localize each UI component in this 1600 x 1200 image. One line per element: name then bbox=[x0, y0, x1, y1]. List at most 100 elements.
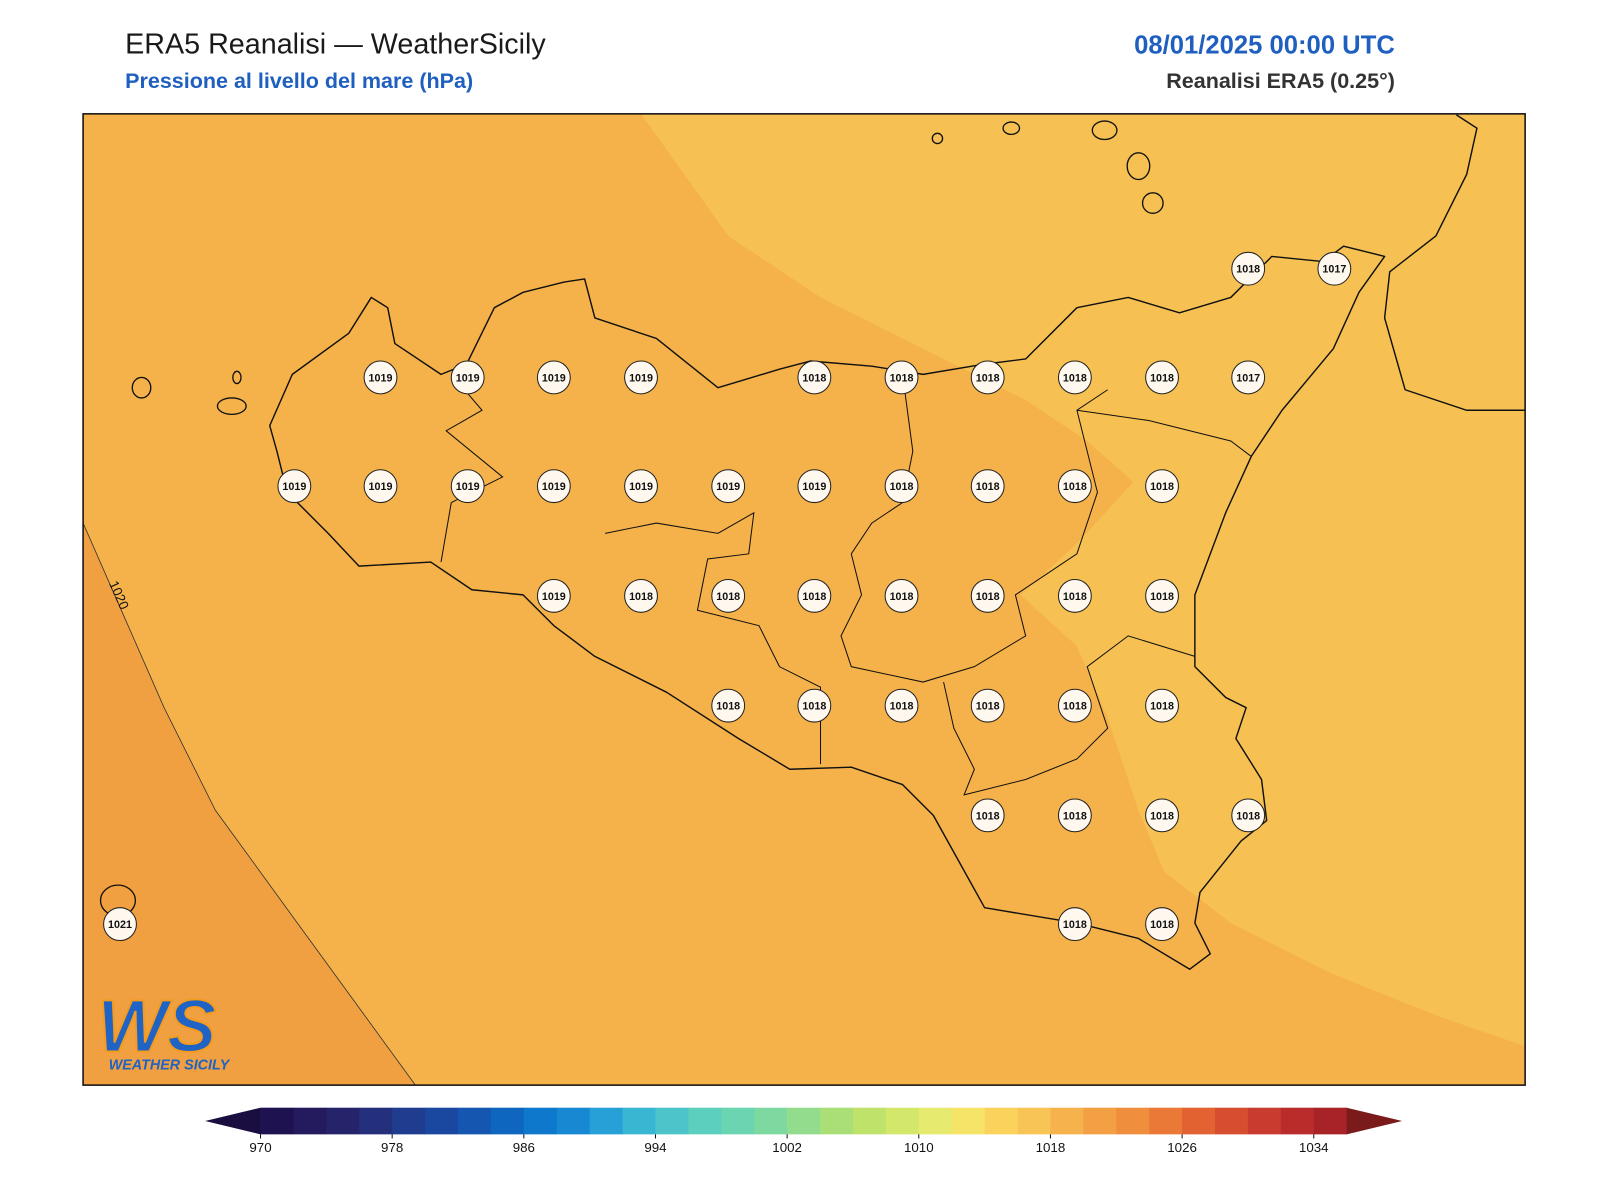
colorbar-segment bbox=[425, 1107, 459, 1135]
colorbar-segment bbox=[688, 1107, 722, 1135]
station-marker bbox=[1231, 798, 1266, 833]
colorbar-segment bbox=[1017, 1107, 1051, 1135]
station-value: 1018 bbox=[976, 372, 1000, 384]
station-marker bbox=[624, 578, 658, 613]
station-marker bbox=[536, 578, 571, 613]
colorbar-tick-label: 1034 bbox=[1299, 1140, 1329, 1155]
station-value: 1018 bbox=[890, 591, 914, 603]
station-marker bbox=[970, 578, 1005, 613]
map: 1020 bbox=[83, 113, 1526, 1086]
colorbar-tick-label: 1018 bbox=[1036, 1140, 1066, 1155]
colorbar-segment bbox=[787, 1107, 821, 1135]
station-marker bbox=[884, 688, 919, 723]
colorbar-segment bbox=[523, 1107, 558, 1135]
colorbar-tick-label: 986 bbox=[513, 1140, 535, 1155]
station-marker bbox=[1057, 798, 1092, 833]
station-marker bbox=[711, 469, 746, 504]
colorbar-segment bbox=[852, 1107, 887, 1135]
station-value: 1018 bbox=[629, 591, 653, 603]
station-marker bbox=[711, 688, 746, 723]
station-marker bbox=[797, 360, 832, 395]
station-marker bbox=[1145, 360, 1179, 395]
colorbar-segment bbox=[655, 1107, 689, 1135]
station-value: 1018 bbox=[1063, 810, 1087, 822]
station-value: 1019 bbox=[456, 372, 480, 384]
colorbar-segment bbox=[457, 1107, 492, 1135]
map-frame bbox=[82, 113, 1526, 1086]
source: Reanalisi ERA5 (0.25°) bbox=[1166, 69, 1395, 93]
station-marker bbox=[1057, 469, 1092, 504]
station-value: 1019 bbox=[542, 481, 566, 493]
station-value: 1018 bbox=[976, 701, 1000, 713]
colorbar-under bbox=[205, 1107, 261, 1135]
colorbar-segment bbox=[1050, 1107, 1084, 1135]
station-marker bbox=[1057, 907, 1092, 942]
station-marker bbox=[1145, 469, 1179, 504]
colorbar-segment bbox=[754, 1107, 788, 1135]
station-value: 1021 bbox=[108, 919, 132, 931]
colorbar-tick-label: 978 bbox=[381, 1140, 403, 1155]
station-value: 1019 bbox=[629, 481, 653, 493]
station-value: 1018 bbox=[890, 481, 914, 493]
station-value: 1017 bbox=[1322, 264, 1346, 276]
title: ERA5 Reanalisi — WeatherSicily bbox=[125, 28, 546, 60]
colorbar-segment bbox=[1247, 1107, 1282, 1135]
station-value: 1018 bbox=[890, 372, 914, 384]
province-borders bbox=[605, 511, 822, 765]
station-value: 1018 bbox=[1150, 481, 1174, 493]
station-value: 1017 bbox=[1236, 372, 1260, 384]
colorbar-segment bbox=[1149, 1107, 1183, 1135]
station-marker bbox=[797, 688, 832, 723]
station-value: 1018 bbox=[1063, 591, 1087, 603]
station-value: 1019 bbox=[542, 591, 566, 603]
colorbar-segment bbox=[556, 1107, 591, 1135]
colorbar-segment bbox=[293, 1107, 327, 1135]
station-marker bbox=[884, 578, 919, 613]
colorbar-segment bbox=[1182, 1107, 1216, 1135]
station-marker bbox=[277, 469, 312, 504]
station-value: 1019 bbox=[369, 481, 393, 493]
pressure-field-low bbox=[641, 113, 1526, 1047]
station-value: 1018 bbox=[1063, 919, 1087, 931]
station-value: 1018 bbox=[1150, 810, 1174, 822]
station-marker bbox=[970, 360, 1005, 395]
station-marker bbox=[1057, 360, 1092, 395]
station-marker bbox=[1145, 907, 1179, 942]
colorbar-segment bbox=[359, 1107, 393, 1135]
station-marker bbox=[536, 360, 571, 395]
station-marker bbox=[970, 798, 1005, 833]
station-marker bbox=[103, 907, 137, 942]
station-value: 1018 bbox=[802, 591, 826, 603]
station-marker bbox=[1231, 360, 1266, 395]
colorbar-segment bbox=[984, 1107, 1019, 1135]
station-value: 1018 bbox=[802, 701, 826, 713]
colorbar-segment bbox=[1280, 1107, 1315, 1135]
colorbar-tick-label: 1010 bbox=[904, 1140, 934, 1155]
colorbar-segment bbox=[622, 1107, 656, 1135]
colorbar-segment bbox=[951, 1107, 986, 1135]
station-value: 1019 bbox=[542, 372, 566, 384]
station-value: 1019 bbox=[456, 481, 480, 493]
station-value: 1019 bbox=[802, 481, 826, 493]
colorbar-segment bbox=[918, 1107, 953, 1135]
colorbar-segment bbox=[490, 1107, 525, 1135]
colorbar-segment bbox=[885, 1107, 920, 1135]
station-value: 1018 bbox=[976, 481, 1000, 493]
station-value: 1018 bbox=[976, 810, 1000, 822]
station-marker bbox=[970, 469, 1005, 504]
station-marker bbox=[450, 360, 485, 395]
province-borders bbox=[840, 374, 1108, 683]
colorbar-segment bbox=[326, 1107, 360, 1135]
colorbar-segment bbox=[589, 1107, 624, 1135]
colorbar-segment bbox=[260, 1107, 294, 1135]
station-marker bbox=[1317, 251, 1352, 286]
colorbar-tick-label: 1002 bbox=[772, 1140, 802, 1155]
colorbar-tick-label: 994 bbox=[644, 1140, 667, 1155]
station-marker bbox=[536, 469, 571, 504]
station-marker bbox=[1145, 578, 1179, 613]
station-value: 1019 bbox=[369, 372, 393, 384]
station-value: 1018 bbox=[802, 372, 826, 384]
station-value: 1018 bbox=[1236, 264, 1260, 276]
